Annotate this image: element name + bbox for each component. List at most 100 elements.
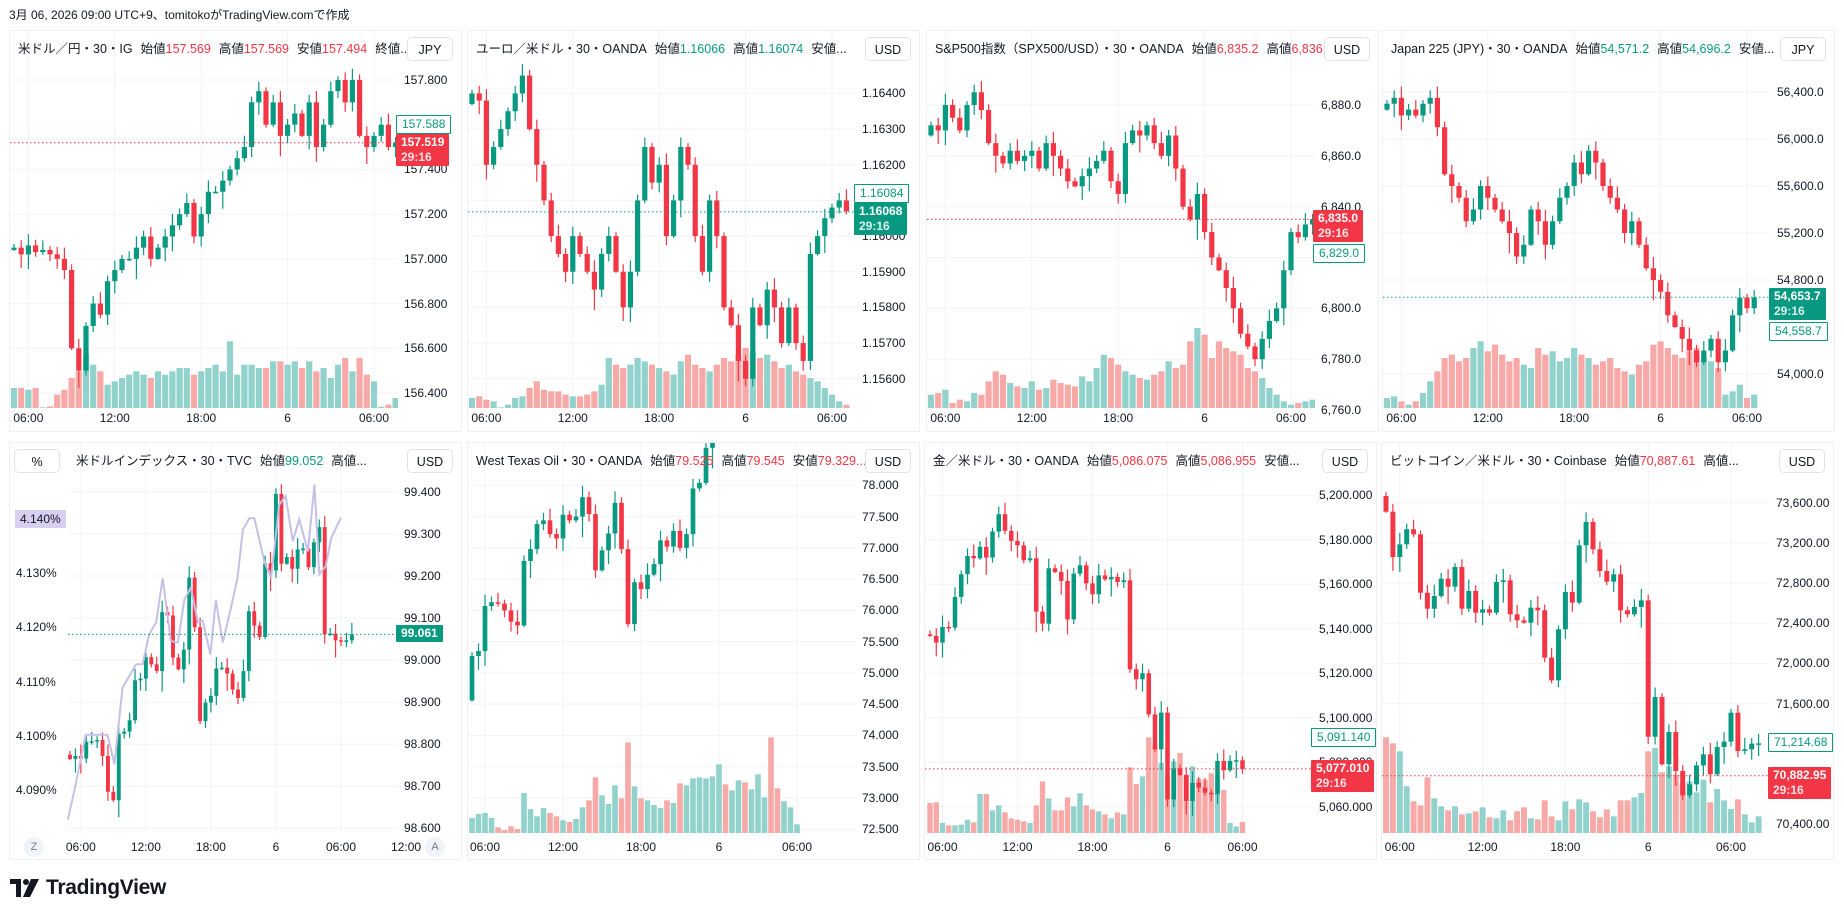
auto-scale-z-button[interactable]: Z bbox=[24, 837, 44, 857]
chart-panel[interactable]: S&P500指数（SPX500/USD）・30・OANDA 始値6,835.2 高値… bbox=[926, 30, 1379, 432]
currency-button[interactable]: JPY bbox=[1780, 37, 1826, 61]
price-axis-label: 1.15900 bbox=[862, 264, 906, 279]
symbol-title[interactable]: West Texas Oil・30・OANDA bbox=[476, 454, 643, 468]
symbol-header[interactable]: 米ドルインデックス・30・TVC 始値99.052 高値... bbox=[76, 450, 367, 469]
chart-panel[interactable]: West Texas Oil・30・OANDA 始値79.525 高値79.545 安… bbox=[467, 442, 920, 860]
symbol-header[interactable]: S&P500指数（SPX500/USD）・30・OANDA 始値6,835.2 高値… bbox=[935, 38, 1352, 57]
candle bbox=[333, 624, 338, 658]
symbol-title[interactable]: 米ドル／円・30・IG bbox=[18, 42, 133, 56]
candle bbox=[651, 558, 657, 577]
chart-panel[interactable]: 金／米ドル・30・OANDA 始値5,086.075 高値5,086.955 安値..… bbox=[924, 442, 1377, 860]
candle-body bbox=[1737, 297, 1743, 316]
ohlc-key: 高値 bbox=[1266, 42, 1292, 56]
symbol-header[interactable]: ビットコイン／米ドル・30・Coinbase 始値70,887.61 高値... bbox=[1390, 450, 1739, 469]
candle-body bbox=[1245, 333, 1251, 347]
tradingview-logo[interactable]: TradingView bbox=[10, 876, 166, 900]
price-plot[interactable] bbox=[10, 443, 398, 833]
candle bbox=[1434, 86, 1440, 137]
currency-button[interactable]: USD bbox=[1324, 37, 1370, 61]
volume-bar bbox=[677, 783, 683, 833]
candle-body bbox=[61, 258, 67, 271]
symbol-title[interactable]: Japan 225 (JPY)・30・OANDA bbox=[1391, 42, 1568, 56]
symbol-title[interactable]: ビットコイン／米ドル・30・Coinbase bbox=[1390, 454, 1607, 468]
candle-body bbox=[111, 791, 116, 801]
ohlc-value: 6,835.2 bbox=[1216, 42, 1259, 56]
candle bbox=[1009, 525, 1014, 552]
currency-button[interactable]: JPY bbox=[407, 37, 453, 61]
candle-body bbox=[743, 360, 749, 379]
time-axis-label: 06:00 bbox=[325, 840, 357, 854]
time-axis-label: 06:00 bbox=[1275, 411, 1307, 425]
candle-body bbox=[1701, 350, 1707, 363]
candle bbox=[677, 519, 683, 552]
price-plot[interactable] bbox=[468, 31, 856, 408]
candle bbox=[512, 85, 518, 122]
candle bbox=[950, 99, 956, 123]
candle-body bbox=[764, 289, 770, 326]
percent-scale-button[interactable]: % bbox=[14, 449, 60, 473]
symbol-title[interactable]: 金／米ドル・30・OANDA bbox=[933, 454, 1079, 468]
volume-bar bbox=[147, 378, 154, 408]
candle-body bbox=[301, 548, 306, 551]
candle-body bbox=[90, 303, 96, 326]
candle-body bbox=[1470, 209, 1476, 222]
candle-body bbox=[1514, 233, 1520, 257]
time-axis-label: 06:00 bbox=[927, 840, 958, 854]
volume-bar bbox=[696, 777, 703, 833]
left-axis-label: 4.120% bbox=[16, 620, 57, 635]
currency-button[interactable]: USD bbox=[407, 449, 453, 473]
symbol-header[interactable]: 金／米ドル・30・OANDA 始値5,086.075 高値5,086.955 安値..… bbox=[933, 450, 1300, 469]
volume-bar bbox=[748, 789, 755, 833]
ohlc-key: 高値 bbox=[218, 42, 244, 56]
price-plot[interactable] bbox=[1383, 31, 1771, 408]
symbol-title[interactable]: 米ドルインデックス・30・TVC bbox=[76, 454, 253, 468]
currency-button[interactable]: USD bbox=[865, 449, 911, 473]
symbol-header[interactable]: Japan 225 (JPY)・30・OANDA 始値54,571.2 高値54,6… bbox=[1391, 38, 1774, 57]
volume-bar bbox=[598, 384, 605, 408]
candle-body bbox=[97, 303, 103, 315]
chart-panel[interactable]: ユーロ／米ドル・30・OANDA 始値1.16066 高値1.16074 安値... U… bbox=[467, 30, 920, 432]
candle-body bbox=[1665, 291, 1671, 316]
candle-body bbox=[1391, 97, 1397, 104]
volume-bar bbox=[573, 819, 579, 833]
time-axis-label: 12:00 bbox=[1472, 411, 1503, 425]
currency-button[interactable]: USD bbox=[1779, 449, 1825, 473]
ohlc-value: 79.545 bbox=[746, 454, 785, 468]
chart-panel[interactable]: ビットコイン／米ドル・30・Coinbase 始値70,887.61 高値... US… bbox=[1381, 442, 1834, 860]
chart-panel[interactable]: 米ドル／円・30・IG 始値157.569 高値157.569 安値157.494 終値… bbox=[9, 30, 462, 432]
candle bbox=[1209, 788, 1214, 802]
symbol-header[interactable]: West Texas Oil・30・OANDA 始値79.525 高値79.545 安… bbox=[476, 450, 874, 469]
chart-panel[interactable]: 4.130% 4.120% 4.110% 4.100% 4.090% 4.140%% Z A 米… bbox=[9, 442, 462, 860]
currency-button[interactable]: USD bbox=[1322, 449, 1368, 473]
volume-bar bbox=[508, 826, 514, 833]
candle-body bbox=[489, 602, 494, 607]
candle-body bbox=[69, 270, 75, 349]
price-plot[interactable] bbox=[1382, 443, 1770, 833]
candle-body bbox=[1744, 297, 1750, 309]
candle bbox=[169, 214, 175, 252]
currency-button[interactable]: USD bbox=[865, 37, 911, 61]
candle-body bbox=[703, 447, 709, 483]
symbol-title[interactable]: ユーロ／米ドル・30・OANDA bbox=[476, 42, 647, 56]
symbol-title[interactable]: S&P500指数（SPX500/USD）・30・OANDA bbox=[935, 42, 1184, 56]
price-plot[interactable] bbox=[925, 443, 1313, 833]
candle-body bbox=[83, 325, 89, 371]
candle bbox=[1413, 100, 1419, 119]
candle bbox=[632, 578, 637, 632]
volume-bar bbox=[39, 407, 46, 408]
price-plot[interactable] bbox=[927, 31, 1315, 408]
candle-body bbox=[476, 93, 482, 101]
symbol-header[interactable]: ユーロ／米ドル・30・OANDA 始値1.16066 高値1.16074 安値... bbox=[476, 38, 847, 57]
auto-scale-a-button[interactable]: A bbox=[425, 837, 445, 857]
symbol-header[interactable]: 米ドル／円・30・IG 始値157.569 高値157.569 安値157.494 終値… bbox=[18, 38, 411, 57]
price-plot[interactable] bbox=[10, 31, 398, 408]
candle bbox=[214, 657, 219, 706]
candle bbox=[721, 232, 727, 311]
candle-body bbox=[1221, 760, 1226, 771]
volume-bar bbox=[781, 801, 787, 833]
candle-body bbox=[1190, 782, 1195, 801]
chart-panel[interactable]: Japan 225 (JPY)・30・OANDA 始値54,571.2 高値54,6… bbox=[1382, 30, 1835, 432]
volume-bar bbox=[540, 808, 547, 833]
price-plot[interactable] bbox=[468, 443, 856, 833]
volume-bar bbox=[778, 368, 785, 408]
